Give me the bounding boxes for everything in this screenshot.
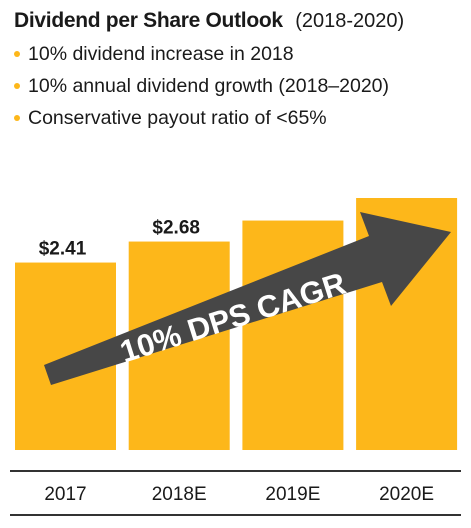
x-tick-label: 2017 (44, 484, 86, 505)
data-label: $2.41 (39, 239, 87, 260)
chart-header: Dividend per Share Outlook (2018-2020) 1… (14, 4, 464, 134)
chart-title: Dividend per Share Outlook (14, 9, 283, 32)
growth-arrow-icon (44, 212, 451, 385)
bullet-item: 10% dividend increase in 2018 (14, 38, 464, 70)
bullet-item: 10% annual dividend growth (2018–2020) (14, 70, 464, 102)
chart-subtitle: (2018-2020) (295, 10, 405, 32)
bullet-dot-icon (14, 115, 20, 121)
bullet-text: Conservative payout ratio of <65% (28, 106, 327, 129)
data-label: $2.68 (152, 218, 200, 239)
x-tick-label: 2020E (379, 484, 434, 505)
bullet-text: 10% dividend increase in 2018 (28, 42, 294, 65)
bullet-item: Conservative payout ratio of <65% (14, 102, 464, 134)
x-tick-label: 2019E (265, 484, 320, 505)
bullet-dot-icon (14, 51, 20, 57)
bullet-list: 10% dividend increase in 2018 10% annual… (14, 38, 464, 134)
title-line: Dividend per Share Outlook (2018-2020) (14, 4, 464, 38)
bullet-dot-icon (14, 83, 20, 89)
x-tick-label: 2018E (152, 484, 207, 505)
bullet-text: 10% annual dividend growth (2018–2020) (28, 74, 390, 97)
